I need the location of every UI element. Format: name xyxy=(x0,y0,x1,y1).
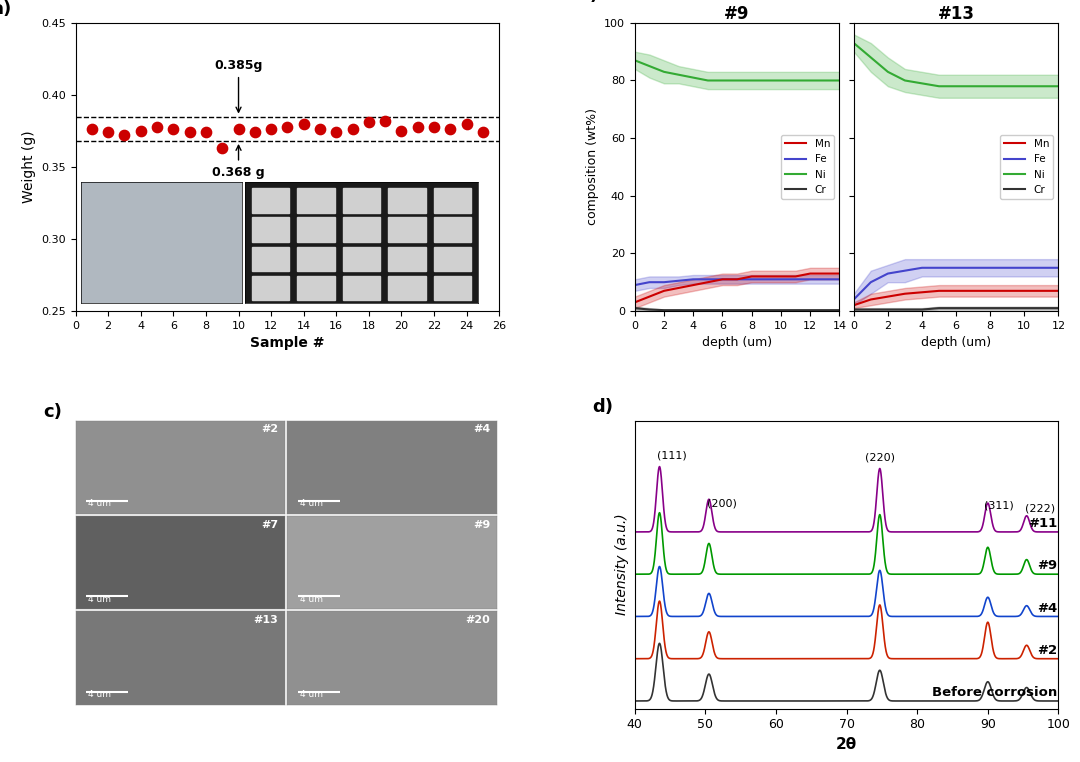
X-axis label: depth (um): depth (um) xyxy=(702,336,772,349)
Bar xyxy=(297,188,335,213)
Text: (200): (200) xyxy=(706,499,737,509)
Point xyxy=(148,120,165,133)
Point xyxy=(116,129,133,141)
X-axis label: 2θ: 2θ xyxy=(836,737,858,752)
Bar xyxy=(389,188,426,213)
Y-axis label: Intensity (a.u.): Intensity (a.u.) xyxy=(616,514,630,616)
Text: #11: #11 xyxy=(1028,517,1057,530)
Title: #13: #13 xyxy=(937,5,974,23)
Point xyxy=(343,123,361,136)
Bar xyxy=(434,247,471,271)
Bar xyxy=(297,247,335,271)
Point xyxy=(361,116,378,128)
Text: (220): (220) xyxy=(865,453,894,463)
Bar xyxy=(252,188,289,213)
Legend: Mn, Fe, Ni, Cr: Mn, Fe, Ni, Cr xyxy=(1000,135,1053,199)
Text: #2: #2 xyxy=(261,424,279,434)
Point xyxy=(132,125,149,137)
Point xyxy=(295,117,312,130)
Text: 4 um: 4 um xyxy=(89,499,111,508)
Text: 0.368 g: 0.368 g xyxy=(212,146,265,178)
Text: (222): (222) xyxy=(1025,504,1055,514)
Bar xyxy=(343,188,380,213)
Point xyxy=(311,123,328,136)
Point xyxy=(246,126,264,139)
Bar xyxy=(343,276,380,299)
Point xyxy=(474,126,491,139)
Text: 4 um: 4 um xyxy=(89,595,111,604)
Text: (111): (111) xyxy=(658,451,687,461)
Bar xyxy=(252,217,289,242)
X-axis label: depth (um): depth (um) xyxy=(921,336,991,349)
Legend: Mn, Fe, Ni, Cr: Mn, Fe, Ni, Cr xyxy=(781,135,834,199)
X-axis label: Sample #: Sample # xyxy=(251,336,325,351)
Point xyxy=(426,120,443,133)
Text: #4: #4 xyxy=(1037,601,1057,614)
Text: 0.385g: 0.385g xyxy=(214,59,262,112)
Point xyxy=(214,142,231,154)
Text: 4 um: 4 um xyxy=(89,690,111,700)
Point xyxy=(393,125,410,137)
Bar xyxy=(434,188,471,213)
Text: #9: #9 xyxy=(473,520,490,530)
Point xyxy=(377,115,394,127)
Bar xyxy=(434,276,471,299)
Text: (311): (311) xyxy=(984,501,1014,511)
Point xyxy=(442,123,459,136)
Y-axis label: Weight (g): Weight (g) xyxy=(22,130,36,203)
Bar xyxy=(434,217,471,242)
Text: 4 um: 4 um xyxy=(300,690,323,700)
Point xyxy=(83,123,100,136)
Text: #9: #9 xyxy=(1037,559,1057,572)
Text: #4: #4 xyxy=(473,424,490,434)
Text: #20: #20 xyxy=(465,615,490,625)
Point xyxy=(409,120,427,133)
Bar xyxy=(297,217,335,242)
Bar xyxy=(389,247,426,271)
Text: #2: #2 xyxy=(1037,644,1057,657)
Point xyxy=(262,123,280,136)
Title: #9: #9 xyxy=(725,5,750,23)
Point xyxy=(230,123,247,136)
Bar xyxy=(389,276,426,299)
Point xyxy=(99,126,117,139)
Bar xyxy=(297,276,335,299)
Bar xyxy=(343,217,380,242)
Text: #7: #7 xyxy=(261,520,279,530)
Bar xyxy=(252,247,289,271)
Point xyxy=(327,126,345,139)
Text: #13: #13 xyxy=(254,615,279,625)
Bar xyxy=(389,217,426,242)
Point xyxy=(198,126,215,139)
Y-axis label: composition (wt%): composition (wt%) xyxy=(585,108,598,226)
Text: a): a) xyxy=(0,0,11,18)
Point xyxy=(165,123,183,136)
Text: 4 um: 4 um xyxy=(300,595,323,604)
Point xyxy=(181,126,199,139)
Text: Before corrosion: Before corrosion xyxy=(932,686,1057,699)
Text: c): c) xyxy=(43,402,62,421)
Point xyxy=(279,120,296,133)
Point xyxy=(458,117,475,130)
Text: 4 um: 4 um xyxy=(300,499,323,508)
Text: b): b) xyxy=(578,0,598,4)
Bar xyxy=(252,276,289,299)
Text: d): d) xyxy=(593,398,613,416)
Bar xyxy=(343,247,380,271)
